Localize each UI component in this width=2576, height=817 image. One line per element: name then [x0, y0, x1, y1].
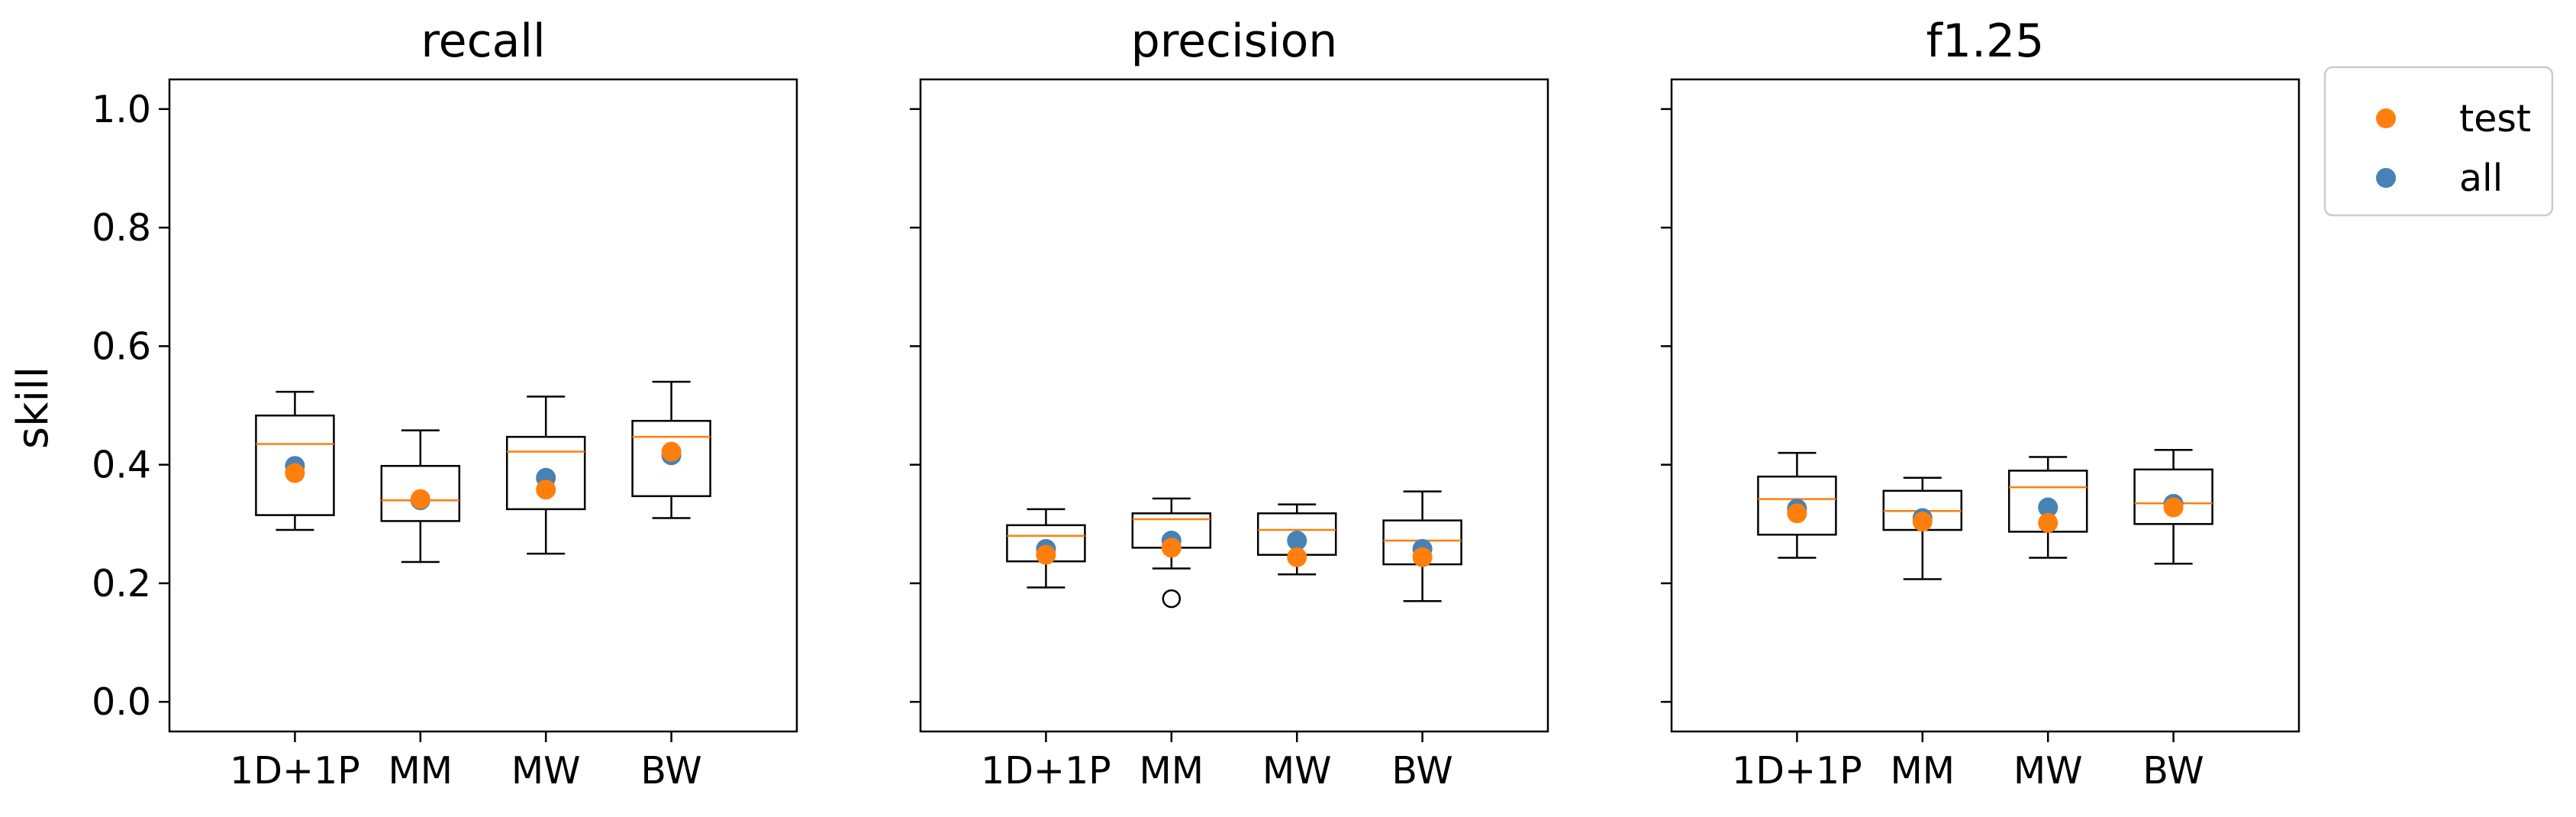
point-test	[410, 489, 430, 509]
x-tick-label: MM	[388, 749, 453, 793]
boxplot-BW	[631, 380, 711, 519]
y-tick-label: 0.6	[92, 325, 151, 368]
point-test	[1287, 547, 1307, 567]
point-test	[1912, 512, 1933, 532]
legend: test all	[2323, 66, 2554, 217]
boxplot-BW	[1382, 490, 1462, 602]
iqr-box	[380, 464, 461, 522]
panel-recall: recall 0.0 0.2 0.4 0.6 0.8 1.0 1D+1P MM MW BW	[92, 15, 798, 793]
point-test	[285, 463, 305, 483]
x-tick-label: MW	[2013, 749, 2083, 793]
iqr-box	[631, 419, 711, 498]
x-tick-label: MW	[1262, 749, 1332, 793]
point-test	[1161, 538, 1182, 558]
x-tick-label: BW	[1391, 749, 1452, 793]
iqr-box	[1757, 475, 1837, 536]
legend-label-all: all	[2459, 157, 2503, 200]
y-tick-label: 0.8	[92, 206, 151, 250]
point-all	[1287, 531, 1307, 551]
point-test	[2038, 512, 2059, 533]
panel-precision: precision 1D+1P MM MW BW	[910, 15, 1549, 793]
point-test	[661, 441, 682, 462]
boxplot-1D+1P	[1006, 508, 1086, 589]
axes-frame	[919, 78, 1549, 733]
axes-frame	[1670, 78, 2300, 733]
y-tick-label: 0.4	[92, 444, 151, 487]
iqr-box	[2133, 468, 2213, 525]
x-tick-label: 1D+1P	[1732, 749, 1862, 793]
panel-f1.25: f1.25 1D+1P MM MW BW	[1661, 15, 2300, 793]
legend-frame	[2323, 66, 2554, 217]
x-tick-label: 1D+1P	[981, 749, 1111, 793]
point-test	[1036, 544, 1056, 565]
outlier-point	[1162, 589, 1182, 609]
point-test	[1787, 503, 1807, 524]
point-test	[536, 480, 556, 500]
x-tick-label: MW	[511, 749, 581, 793]
x-tick-label: 1D+1P	[230, 749, 360, 793]
y-axis-label: skill	[8, 367, 58, 449]
x-tick-label: BW	[2142, 749, 2204, 793]
point-test	[2163, 497, 2184, 518]
legend-marker-all	[2376, 168, 2396, 188]
axes-frame	[168, 78, 798, 733]
boxplot-BW	[2133, 448, 2213, 565]
point-test	[1412, 547, 1433, 567]
x-tick-label: MM	[1140, 749, 1204, 793]
panel-title: precision	[1131, 15, 1338, 68]
x-tick-label: BW	[640, 749, 701, 793]
boxplot-1D+1P	[255, 390, 335, 531]
iqr-box	[255, 414, 335, 516]
y-tick-label: 1.0	[92, 88, 151, 131]
legend-marker-test	[2376, 108, 2396, 128]
boxplot-MW	[505, 396, 586, 555]
point-all	[2038, 497, 2059, 518]
panel-title: f1.25	[1926, 15, 2045, 68]
iqr-box	[505, 435, 586, 511]
y-tick-label: 0.0	[92, 680, 151, 724]
boxplot-MM	[380, 429, 461, 564]
panel-title: recall	[421, 15, 545, 68]
y-tick-label: 0.2	[92, 562, 151, 605]
legend-label-test: test	[2459, 97, 2531, 140]
x-tick-label: MM	[1891, 749, 1955, 793]
